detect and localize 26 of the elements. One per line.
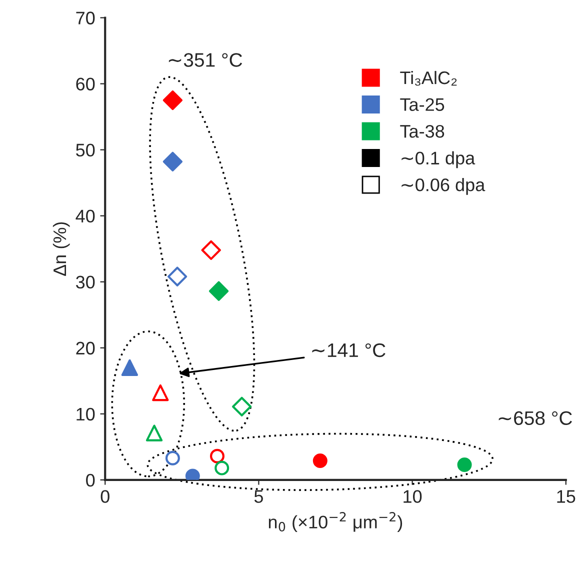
x-tick-label: 5	[254, 490, 263, 503]
y-tick-label: 0	[86, 474, 95, 487]
annotation: ∼658 °C	[498, 411, 572, 426]
y-tick-label: 50	[76, 144, 95, 156]
legend-label: Ti₃AlC₂	[400, 70, 457, 86]
y-tick-label: 40	[76, 210, 95, 223]
legend-label: Ta-25	[400, 98, 444, 111]
x-tick-label: 15	[557, 490, 576, 503]
x-tick-label: 10	[404, 490, 422, 503]
y-tick-label: 30	[76, 276, 95, 289]
point	[121, 359, 138, 376]
y-tick-label: 70	[76, 12, 95, 24]
point	[146, 424, 163, 442]
y-tick-label: 10	[76, 408, 95, 421]
legend-label: ∼0.06 dpa	[402, 178, 486, 195]
annotation: ∼351 °C	[168, 53, 242, 67]
x-tick-label: 0	[100, 490, 110, 503]
y-axis-title: Δn (%)	[52, 222, 70, 276]
x-axis-title: n$_{0}$ (×10$^{−2}$ μm$^{−2}$)	[268, 512, 402, 532]
point	[152, 384, 169, 402]
y-tick-label: 20	[76, 342, 95, 355]
legend-label: ∼0.1 dpa	[402, 151, 476, 168]
point	[165, 450, 180, 466]
annotation: ∼141 °C	[312, 343, 386, 358]
y-tick-label: 60	[76, 78, 95, 90]
legend-label: Ta-38	[400, 124, 444, 138]
